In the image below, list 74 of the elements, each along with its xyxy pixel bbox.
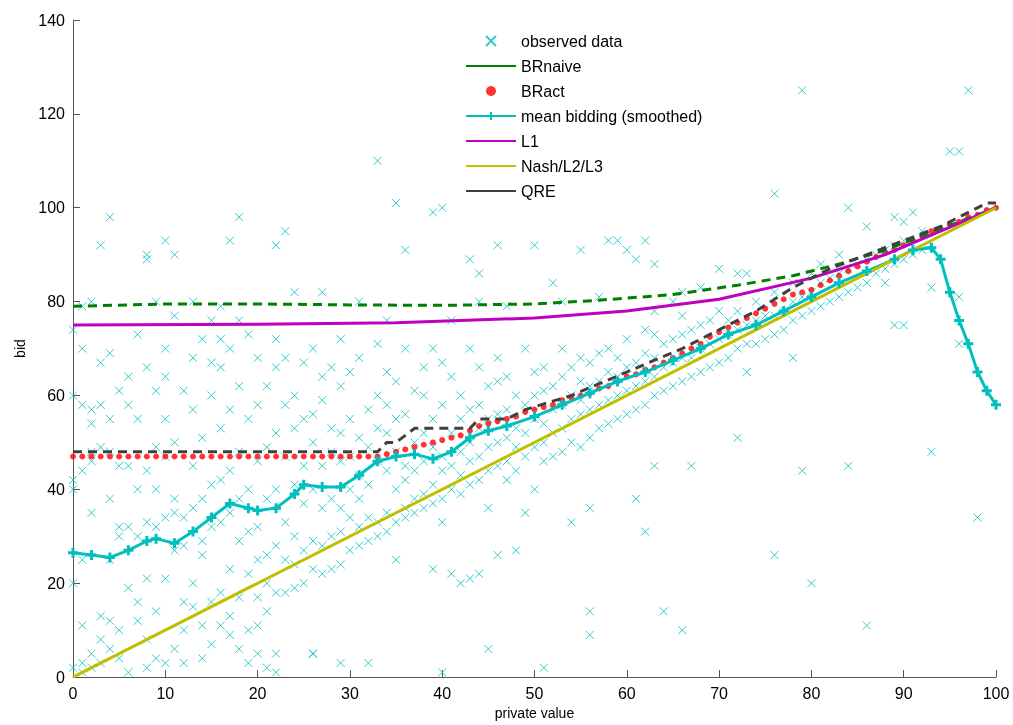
x-tick-label: 90 [894,684,913,702]
point [638,365,652,379]
point [934,252,948,266]
x-tick-label: 20 [248,684,267,702]
legend-label: BRact [521,82,566,100]
x-tick-label: 100 [982,684,1010,702]
point [583,386,597,400]
legend-label: mean bidding (smoothed) [521,107,703,125]
point [204,511,218,525]
legend-label: observed data [521,32,623,50]
point [832,276,846,290]
point [186,525,200,539]
point [352,468,366,482]
point [694,342,708,356]
point [666,353,680,367]
point [721,327,735,341]
point [611,374,625,388]
point [481,424,495,438]
point [103,550,117,564]
point [84,548,98,562]
point [887,252,901,266]
point [980,384,994,398]
legend-label: BRnaive [521,57,582,75]
x-tick-label: 70 [710,684,729,702]
x-tick-label: 40 [433,684,452,702]
x-tick-label: 60 [617,684,636,702]
point [408,447,422,461]
point [906,243,920,257]
x-axis-title: private value [494,705,575,721]
point [804,290,818,304]
x-tick-label: 50 [525,684,544,702]
point [140,534,154,548]
point [749,318,763,332]
point [389,450,403,463]
point [269,501,283,515]
y-tick-label: 20 [47,574,66,592]
point [961,337,975,351]
y-tick-label: 0 [56,668,66,686]
y-axis-title: bid [12,339,29,358]
point [121,543,135,557]
point [297,478,311,492]
point [371,454,385,468]
point [777,304,791,318]
point [149,532,163,546]
point [168,536,182,550]
y-tick-label: 120 [38,105,66,123]
point [528,410,541,424]
point [952,313,966,327]
legend-label: QRE [521,182,556,200]
point [924,241,938,255]
point [444,445,458,459]
point [334,480,348,494]
y-tick-label: 40 [47,480,66,498]
y-tick-label: 140 [38,11,66,29]
point [971,365,985,379]
point [426,452,440,466]
x-tick-label: 10 [156,684,175,702]
y-tick-label: 80 [47,293,66,311]
y-tick-label: 60 [47,386,66,404]
legend-label: Nash/L2/L3 [521,157,603,175]
point [315,480,329,494]
x-tick-label: 80 [802,684,821,702]
point [555,398,569,412]
point [288,487,302,501]
x-tick-label: 30 [341,684,359,702]
point [463,431,477,445]
legend-label: L1 [521,132,539,150]
line-series [71,206,998,308]
x-tick-label: 0 [68,684,78,702]
point [860,264,874,278]
y-tick-label: 100 [38,199,66,217]
point [500,419,514,433]
point [223,496,237,510]
point [943,285,957,299]
